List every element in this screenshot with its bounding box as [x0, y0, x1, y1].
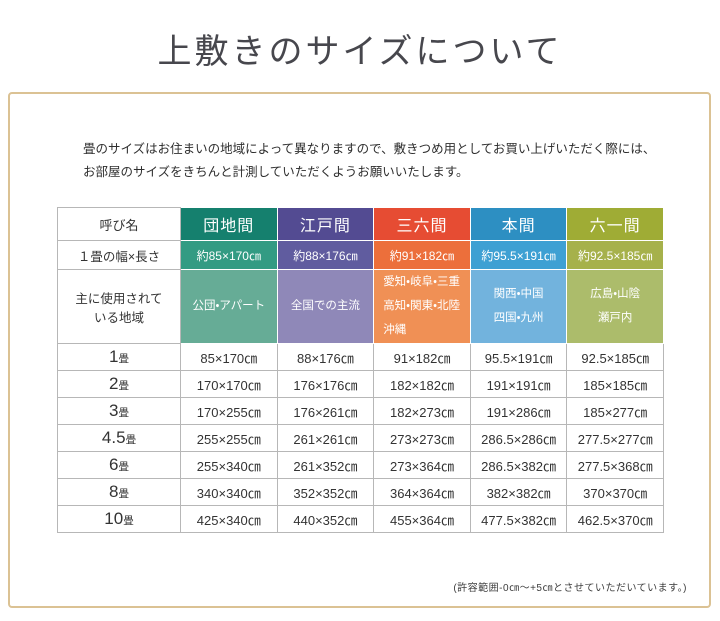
size-data-row: 4.5畳 255×255㎝ 261×261㎝ 273×273㎝ 286.5×286㎝ 27…	[57, 424, 664, 453]
approx-size-cell: 約85×170㎝	[180, 240, 278, 271]
row-label-number: 4.5	[101, 428, 126, 448]
size-value-cell: 95.5×191㎝	[469, 343, 568, 372]
row-label-unit: 畳	[118, 461, 129, 474]
tolerance-footnote: (許容範囲-0㎝～+5㎝とさせていただいています。)	[453, 583, 687, 594]
size-value-cell: 440×352㎝	[276, 505, 375, 534]
row-label-unit: 畳	[125, 434, 137, 447]
size-value-cell: 261×352㎝	[276, 451, 375, 480]
size-value-cell: 382×382㎝	[469, 478, 568, 507]
row-label-unit: 畳	[118, 407, 129, 420]
size-value-cell: 191×191㎝	[469, 370, 568, 399]
size-value-cell: 176×261㎝	[276, 397, 375, 426]
row-label-cell: 10畳	[57, 505, 181, 534]
row-label-number: 10	[104, 509, 124, 529]
size-value-cell: 425×340㎝	[180, 505, 278, 534]
column-header-cell: 江戸間	[276, 207, 375, 242]
approx-size-row: １畳の幅×長さ 約85×170㎝ 約88×176㎝ 約91×182㎝ 約95.5×191…	[57, 240, 664, 271]
row-label-number: 3	[109, 401, 119, 421]
size-value-cell: 273×364㎝	[373, 451, 471, 480]
size-value-cell: 170×255㎝	[180, 397, 278, 426]
size-value-cell: 182×273㎝	[373, 397, 471, 426]
row-label-number: 8	[109, 482, 119, 502]
size-value-cell: 85×170㎝	[180, 343, 278, 372]
size-value-cell: 477.5×382㎝	[469, 505, 568, 534]
size-value-cell: 261×261㎝	[276, 424, 375, 453]
page-title: 上敷きのサイズについて	[157, 34, 563, 71]
approx-size-cell: 約95.5×191㎝	[469, 240, 568, 271]
table-body: 呼び名 団地間 江戸間 三六間 本間 六一間 １畳の幅×長さ 約85×170㎝ 約88×176㎝…	[57, 207, 664, 534]
size-value-cell: 91×182㎝	[373, 343, 471, 372]
size-value-cell: 352×352㎝	[276, 478, 375, 507]
row-label-number: 1	[109, 347, 119, 367]
size-data-row: 2畳 170×170㎝ 176×176㎝ 182×182㎝ 191×191㎝ 185×18…	[57, 370, 664, 399]
size-value-cell: 185×185㎝	[566, 370, 664, 399]
size-value-cell: 88×176㎝	[276, 343, 375, 372]
row-label-cell: 1畳	[57, 343, 181, 372]
size-value-cell: 364×364㎝	[373, 478, 471, 507]
row-label-unit: 畳	[118, 488, 129, 501]
size-value-cell: 286.5×382㎝	[469, 451, 568, 480]
size-value-cell: 277.5×277㎝	[566, 424, 664, 453]
column-header-cell: 団地間	[180, 207, 278, 242]
content-box: 畳のサイズはお住まいの地域によって異なりますので、敷きつめ用としてお買い上げいた…	[8, 92, 711, 608]
row-label-cell: 2畳	[57, 370, 181, 399]
size-value-cell: 340×340㎝	[180, 478, 278, 507]
row-label-number: 2	[109, 374, 119, 394]
row-label-cell: 8畳	[57, 478, 181, 507]
column-header-cell: 六一間	[566, 207, 664, 242]
size-value-cell: 191×286㎝	[469, 397, 568, 426]
size-value-cell: 176×176㎝	[276, 370, 375, 399]
approx-size-cell: 約88×176㎝	[276, 240, 375, 271]
size-data-row: 10畳 425×340㎝ 440×352㎝ 455×364㎝ 477.5×382㎝ 462…	[57, 505, 664, 534]
row-label-cell: 3畳	[57, 397, 181, 426]
row-label-cell: 4.5畳	[57, 424, 181, 453]
size-value-cell: 370×370㎝	[566, 478, 664, 507]
size-value-cell: 92.5×185㎝	[566, 343, 664, 372]
size-value-cell: 255×255㎝	[180, 424, 278, 453]
corner-cell: 呼び名	[57, 207, 181, 242]
column-header-cell: 本間	[469, 207, 568, 242]
size-value-cell: 462.5×370㎝	[566, 505, 664, 534]
header-row: 呼び名 団地間 江戸間 三六間 本間 六一間	[57, 207, 664, 242]
size-value-cell: 273×273㎝	[373, 424, 471, 453]
approx-size-cell: 約92.5×185㎝	[566, 240, 664, 271]
row-label-unit: 畳	[123, 515, 134, 528]
intro-line-1: 畳のサイズはお住まいの地域によって異なりますので、敷きつめ用としてお買い上げいた…	[83, 142, 656, 156]
row-label-cell: 6畳	[57, 451, 181, 480]
size-value-cell: 255×340㎝	[180, 451, 278, 480]
row-label-unit: 畳	[118, 353, 129, 366]
row-label-cell: １畳の幅×長さ	[57, 240, 181, 271]
size-data-row: 3畳 170×255㎝ 176×261㎝ 182×273㎝ 191×286㎝ 185×27…	[57, 397, 664, 426]
size-value-cell: 182×182㎝	[373, 370, 471, 399]
region-cell: 関西・中国 四国・九州	[469, 269, 568, 345]
size-value-cell: 170×170㎝	[180, 370, 278, 399]
row-label-number: 6	[109, 455, 119, 475]
column-header-cell: 三六間	[373, 207, 471, 242]
approx-size-cell: 約91×182㎝	[373, 240, 471, 271]
size-value-cell: 185×277㎝	[566, 397, 664, 426]
region-cell: 広島・山陰 瀬戸内	[566, 269, 664, 345]
size-value-cell: 286.5×286㎝	[469, 424, 568, 453]
region-cell: 公団・アパート	[180, 269, 278, 345]
intro-line-2: お部屋のサイズをきちんと計測していただくようお願いいたします。	[83, 165, 469, 180]
size-data-row: 8畳 340×340㎝ 352×352㎝ 364×364㎝ 382×382㎝ 370×37…	[57, 478, 664, 507]
size-data-row: 1畳 85×170㎝ 88×176㎝ 91×182㎝ 95.5×191㎝ 92.5×185…	[57, 343, 664, 372]
row-label-unit: 畳	[118, 380, 129, 393]
size-data-row: 6畳 255×340㎝ 261×352㎝ 273×364㎝ 286.5×382㎝ 277.…	[57, 451, 664, 480]
size-table: 呼び名 団地間 江戸間 三六間 本間 六一間 １畳の幅×長さ 約85×170㎝ 約88×176㎝…	[57, 207, 664, 534]
size-value-cell: 455×364㎝	[373, 505, 471, 534]
region-cell: 愛知・岐阜・三重 高知・関東・北陸 沖縄	[373, 269, 471, 345]
region-row: 主に使用されて いる地域 公団・アパート 全国での主流 愛知・岐阜・三重 高知・関東・北陸…	[57, 269, 664, 345]
intro-text: 畳のサイズはお住まいの地域によって異なりますので、敷きつめ用としてお買い上げいた…	[83, 138, 709, 184]
row-label-cell: 主に使用されて いる地域	[57, 269, 181, 345]
region-cell: 全国での主流	[276, 269, 375, 345]
size-value-cell: 277.5×368㎝	[566, 451, 664, 480]
